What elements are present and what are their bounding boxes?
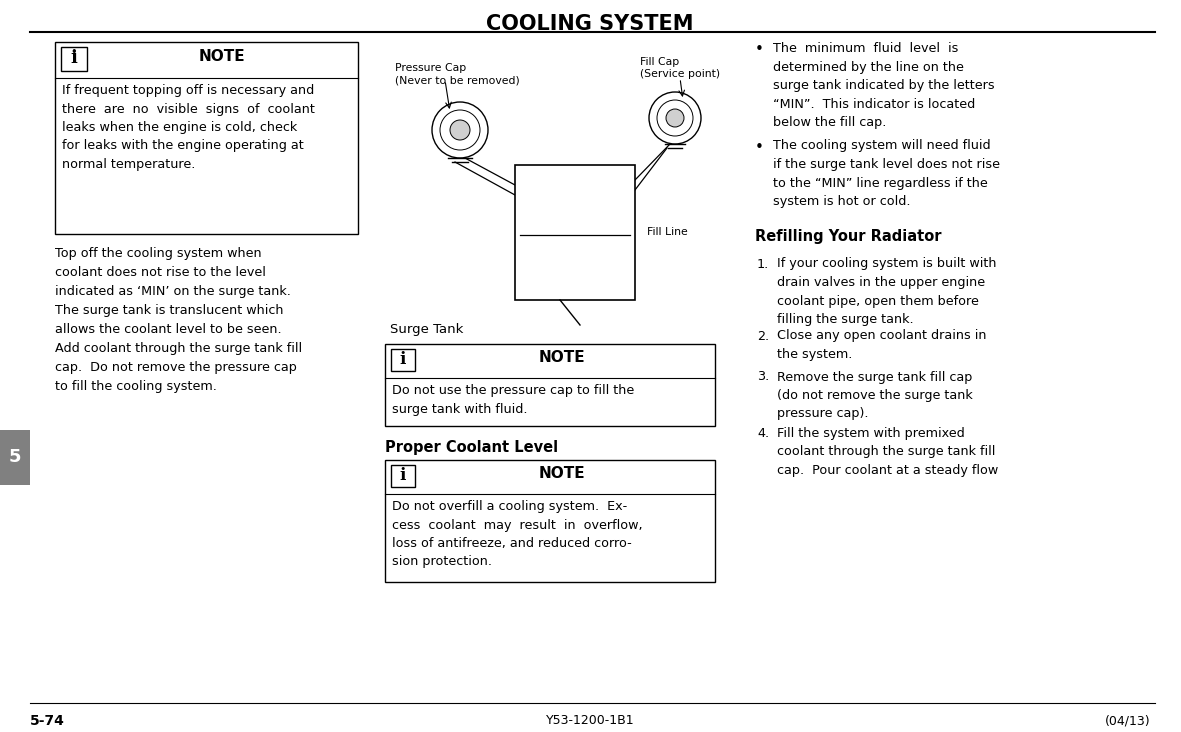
Text: Close any open coolant drains in
the system.: Close any open coolant drains in the sys…: [777, 329, 986, 361]
Text: •: •: [755, 140, 764, 154]
Bar: [385, 344, 715, 426]
Text: Refilling Your Radiator: Refilling Your Radiator: [755, 230, 941, 244]
Text: 3.: 3.: [757, 370, 769, 384]
Text: Fill Cap
(Service point): Fill Cap (Service point): [640, 57, 720, 79]
Text: 5: 5: [8, 449, 21, 466]
Text: Fill the system with premixed
coolant through the surge tank fill
cap.  Pour coo: Fill the system with premixed coolant th…: [777, 427, 998, 477]
Text: 1.: 1.: [757, 258, 769, 271]
Text: COOLING SYSTEM: COOLING SYSTEM: [487, 14, 693, 34]
Text: NOTE: NOTE: [539, 466, 586, 481]
Bar: [61, 47, 87, 71]
Text: i: i: [400, 351, 406, 368]
Circle shape: [441, 110, 479, 150]
Bar: [515, 165, 635, 300]
Text: 5-74: 5-74: [30, 714, 65, 728]
Text: Proper Coolant Level: Proper Coolant Level: [385, 440, 559, 455]
Text: Pressure Cap
(Never to be removed): Pressure Cap (Never to be removed): [394, 63, 520, 86]
Text: •: •: [755, 42, 764, 57]
Circle shape: [666, 109, 684, 127]
Bar: [385, 460, 715, 582]
Text: Do not overfill a cooling system.  Ex-
cess  coolant  may  result  in  overflow,: Do not overfill a cooling system. Ex- ce…: [392, 500, 642, 569]
Text: 2.: 2.: [757, 329, 769, 343]
Circle shape: [432, 102, 488, 158]
Text: If frequent topping off is necessary and
there  are  no  visible  signs  of  coo: If frequent topping off is necessary and…: [61, 84, 315, 171]
Circle shape: [657, 100, 693, 136]
Text: Fill Line: Fill Line: [647, 227, 687, 237]
Text: Do not use the pressure cap to fill the
surge tank with fluid.: Do not use the pressure cap to fill the …: [392, 384, 634, 416]
Text: If your cooling system is built with
drain valves in the upper engine
coolant pi: If your cooling system is built with dra…: [777, 258, 997, 326]
Bar: [56, 42, 358, 234]
Bar: [0, 430, 30, 485]
Text: Surge Tank: Surge Tank: [390, 323, 463, 336]
Text: Y53-1200-1B1: Y53-1200-1B1: [546, 714, 634, 727]
Text: i: i: [71, 49, 78, 67]
Text: Remove the surge tank fill cap
(do not remove the surge tank
pressure cap).: Remove the surge tank fill cap (do not r…: [777, 370, 973, 420]
Text: 4.: 4.: [757, 427, 769, 440]
Text: The  minimum  fluid  level  is
determined by the line on the
surge tank indicate: The minimum fluid level is determined by…: [774, 42, 994, 129]
Text: NOTE: NOTE: [539, 350, 586, 365]
Text: (04/13): (04/13): [1104, 714, 1150, 727]
Circle shape: [650, 92, 702, 144]
Text: NOTE: NOTE: [198, 49, 244, 64]
Text: i: i: [400, 467, 406, 484]
Circle shape: [450, 120, 470, 140]
Bar: [391, 349, 415, 371]
Text: The cooling system will need fluid
if the surge tank level does not rise
to the : The cooling system will need fluid if th…: [774, 140, 1000, 208]
Bar: [391, 465, 415, 487]
Text: Top off the cooling system when
coolant does not rise to the level
indicated as : Top off the cooling system when coolant …: [56, 247, 302, 393]
